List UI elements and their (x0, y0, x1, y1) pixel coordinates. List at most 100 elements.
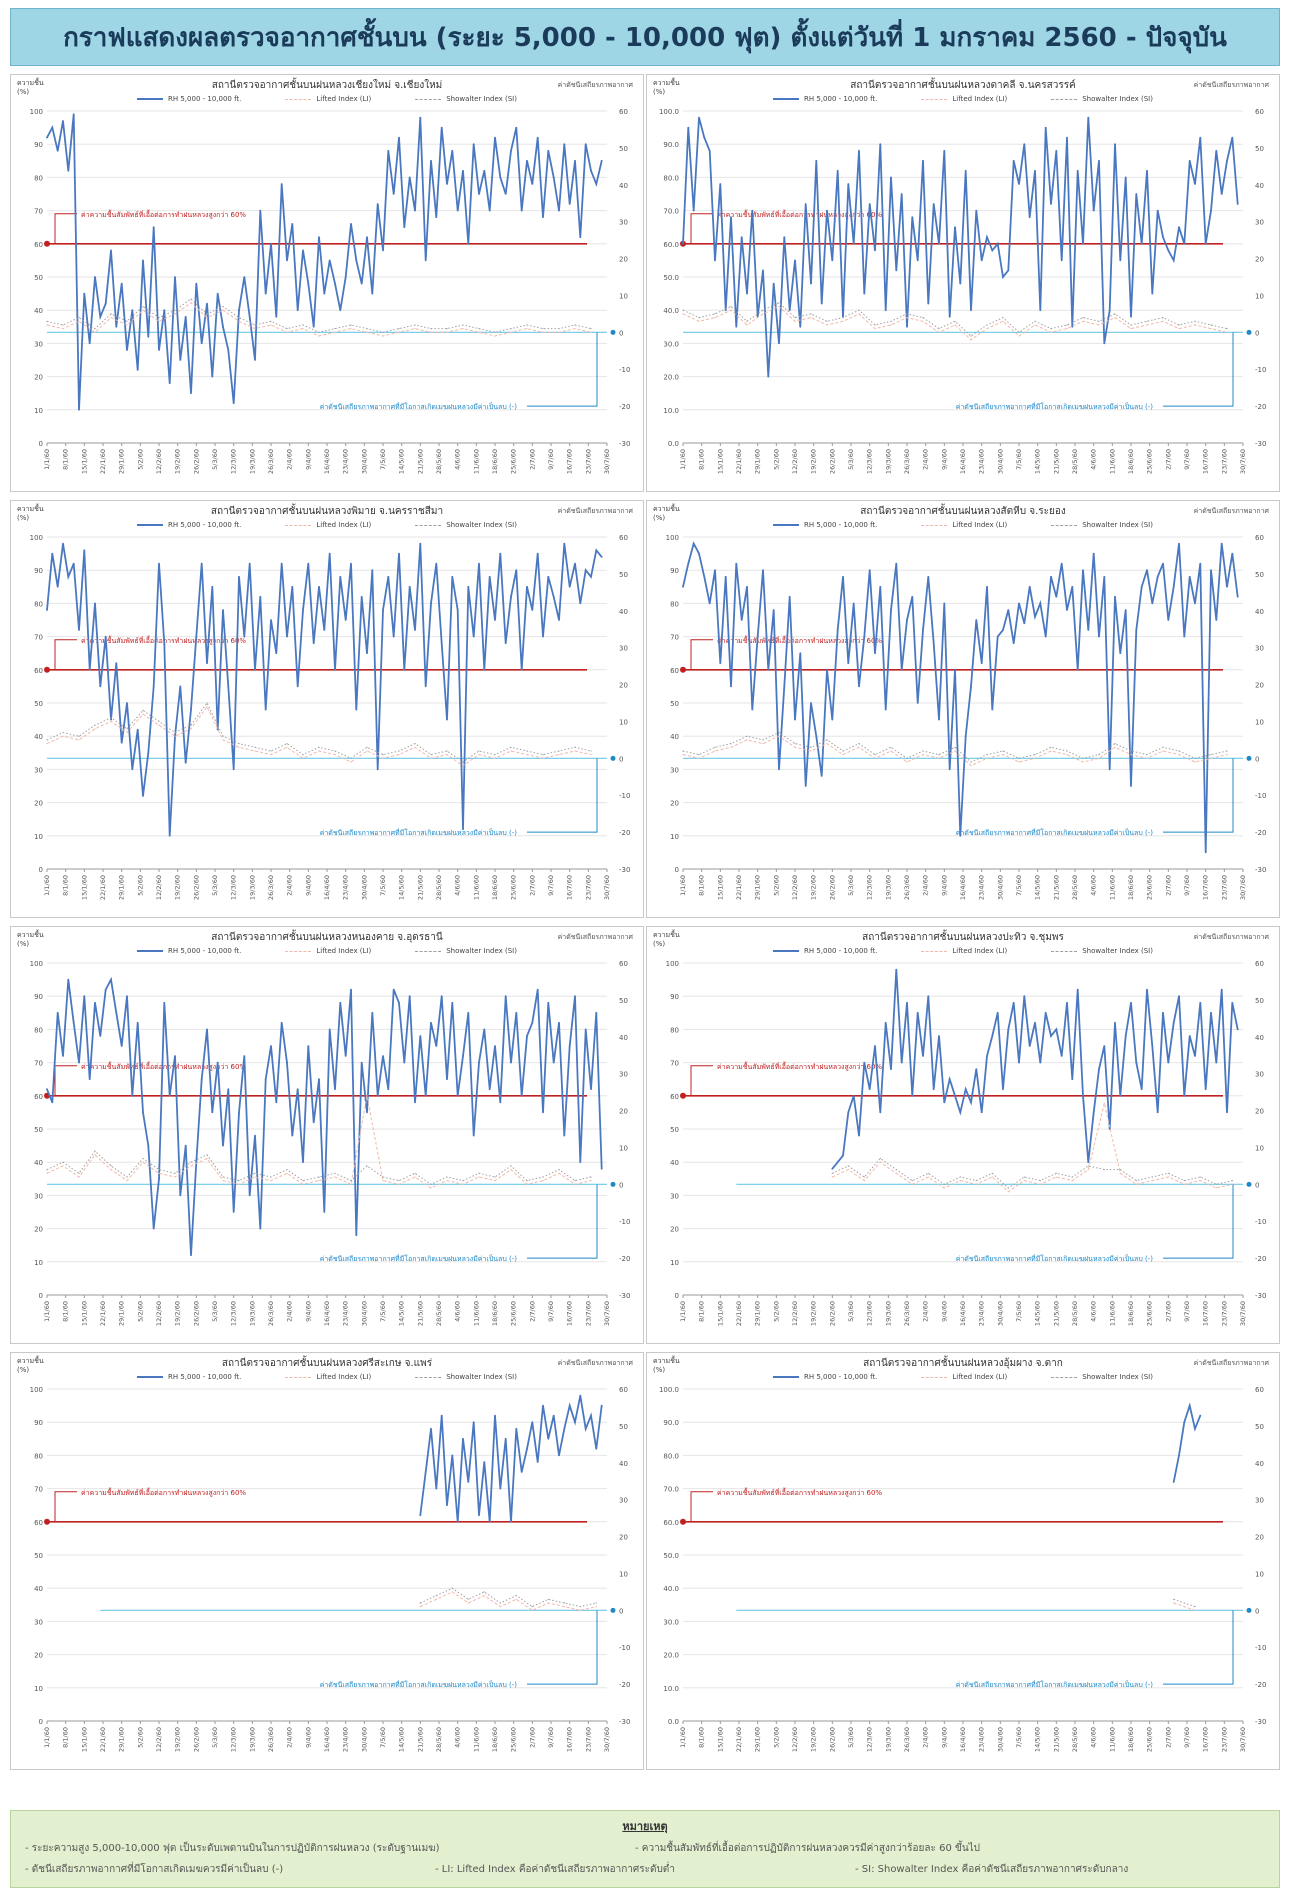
x-tick-label: 30/4/60 (360, 449, 368, 474)
data-point (815, 735, 818, 738)
data-point (1018, 335, 1020, 337)
data-point (499, 1101, 502, 1104)
y2-tick-label: 40 (1255, 182, 1264, 190)
x-tick-label: 19/3/60 (248, 875, 256, 900)
x-tick-label: 12/2/60 (791, 1301, 799, 1326)
data-point (584, 143, 587, 146)
chart-title: สถานีตรวจอากาศชั้นบนฝนหลวงศรีสะเกษ จ.แพร… (221, 1358, 433, 1369)
y-tick-label: 10 (34, 1685, 43, 1693)
y-tick-label: 50.0 (663, 1552, 679, 1560)
x-tick-label: 5/2/60 (136, 1301, 144, 1322)
data-point (190, 298, 192, 300)
legend-label: Showalter Index (SI) (446, 1373, 517, 1381)
x-tick-label: 30/7/60 (603, 1301, 611, 1326)
data-point (462, 828, 464, 831)
legend-swatch (773, 98, 799, 100)
data-point (1199, 1414, 1202, 1417)
x-tick-label: 8/1/60 (698, 875, 706, 896)
data-point (1098, 635, 1100, 638)
data-point (158, 317, 160, 319)
chart-panel: ความชื้น (%) สถานีตรวจอากาศชั้นบนฝนหลวงเชี… (10, 74, 644, 492)
legend-label: Lifted Index (LI) (316, 95, 372, 103)
note-line-1: - ระยะความสูง 5,000-10,000 ฟุต เป็นระดับ… (25, 1843, 440, 1854)
data-point (190, 1165, 192, 1167)
y-axis-label: ความชื้น (17, 1357, 44, 1365)
data-point (1162, 1011, 1164, 1014)
x-tick-label: 7/5/60 (1015, 1727, 1023, 1748)
data-point (472, 1134, 475, 1137)
data-point (72, 562, 75, 565)
data-point (986, 1055, 988, 1057)
notes-title: หมายเหตุ (622, 1820, 668, 1833)
x-tick-label: 19/2/60 (174, 875, 182, 900)
data-point (959, 282, 962, 285)
data-point (1018, 1061, 1020, 1064)
y2-tick-label: 40 (1255, 1460, 1264, 1468)
data-point (254, 328, 256, 330)
data-point (1162, 317, 1164, 319)
data-point (1103, 342, 1106, 345)
data-point (687, 562, 690, 565)
data-point (868, 1088, 871, 1091)
notes-box: หมายเหตุ - ระยะความสูง 5,000-10,000 ฟุต … (10, 1810, 1280, 1888)
data-point (858, 313, 860, 315)
data-point (46, 743, 48, 745)
legend-item: RH 5,000 - 10,000 ft. (773, 947, 877, 955)
data-point (751, 209, 754, 212)
data-point (996, 635, 999, 638)
data-point (842, 754, 844, 756)
data-point (568, 1045, 571, 1047)
data-point (62, 1161, 64, 1163)
data-point (222, 735, 224, 737)
y-axis-unit: ความชื้น (%) (653, 505, 680, 523)
legend-item: Lifted Index (LI) (285, 521, 371, 529)
data-point (922, 320, 924, 322)
data-point (158, 724, 160, 726)
data-point (398, 750, 400, 752)
data-point (1194, 1055, 1196, 1057)
data-point (531, 1021, 534, 1024)
legend-swatch (773, 950, 799, 952)
x-tick-label: 16/7/60 (566, 1727, 574, 1752)
x-tick-label: 15/1/60 (80, 449, 88, 474)
y-tick-label: 20 (670, 1226, 679, 1234)
data-point (110, 1165, 112, 1167)
x-tick-label: 7/5/60 (1015, 449, 1023, 470)
data-point (184, 761, 187, 764)
data-point (778, 735, 780, 737)
data-point (558, 328, 560, 330)
data-point (1215, 1061, 1218, 1064)
data-point (174, 1172, 176, 1174)
data-point (270, 324, 272, 326)
y2-tick-label: -10 (619, 792, 630, 800)
data-point (730, 746, 732, 748)
x-tick-label: 22/1/60 (99, 875, 107, 900)
x-tick-label: 8/1/60 (62, 1727, 70, 1748)
data-point (847, 1111, 850, 1114)
data-point (1002, 317, 1004, 319)
legend-label: Lifted Index (LI) (316, 947, 372, 955)
x-tick-label: 9/4/60 (304, 449, 312, 470)
x-tick-label: 18/6/60 (491, 1727, 499, 1752)
data-point (424, 685, 427, 688)
data-point (126, 728, 128, 730)
y-tick-label: 70 (34, 1060, 43, 1068)
data-point (78, 735, 80, 737)
data-point (1140, 1088, 1143, 1091)
data-point (440, 995, 443, 998)
x-tick-label: 8/1/60 (698, 1727, 706, 1748)
data-point (1135, 1061, 1138, 1064)
x-tick-label: 19/3/60 (884, 449, 892, 474)
data-point (1007, 269, 1010, 272)
data-point (302, 1161, 304, 1164)
x-tick-label: 16/4/60 (323, 449, 331, 474)
data-point (286, 259, 288, 262)
x-tick-label: 30/7/60 (1239, 875, 1247, 900)
data-point (799, 652, 802, 655)
data-point (142, 713, 144, 715)
threshold-leader (690, 1491, 713, 1522)
data-point (206, 1154, 208, 1156)
data-point (227, 349, 230, 351)
data-point (200, 1078, 203, 1081)
data-point (932, 1088, 935, 1091)
